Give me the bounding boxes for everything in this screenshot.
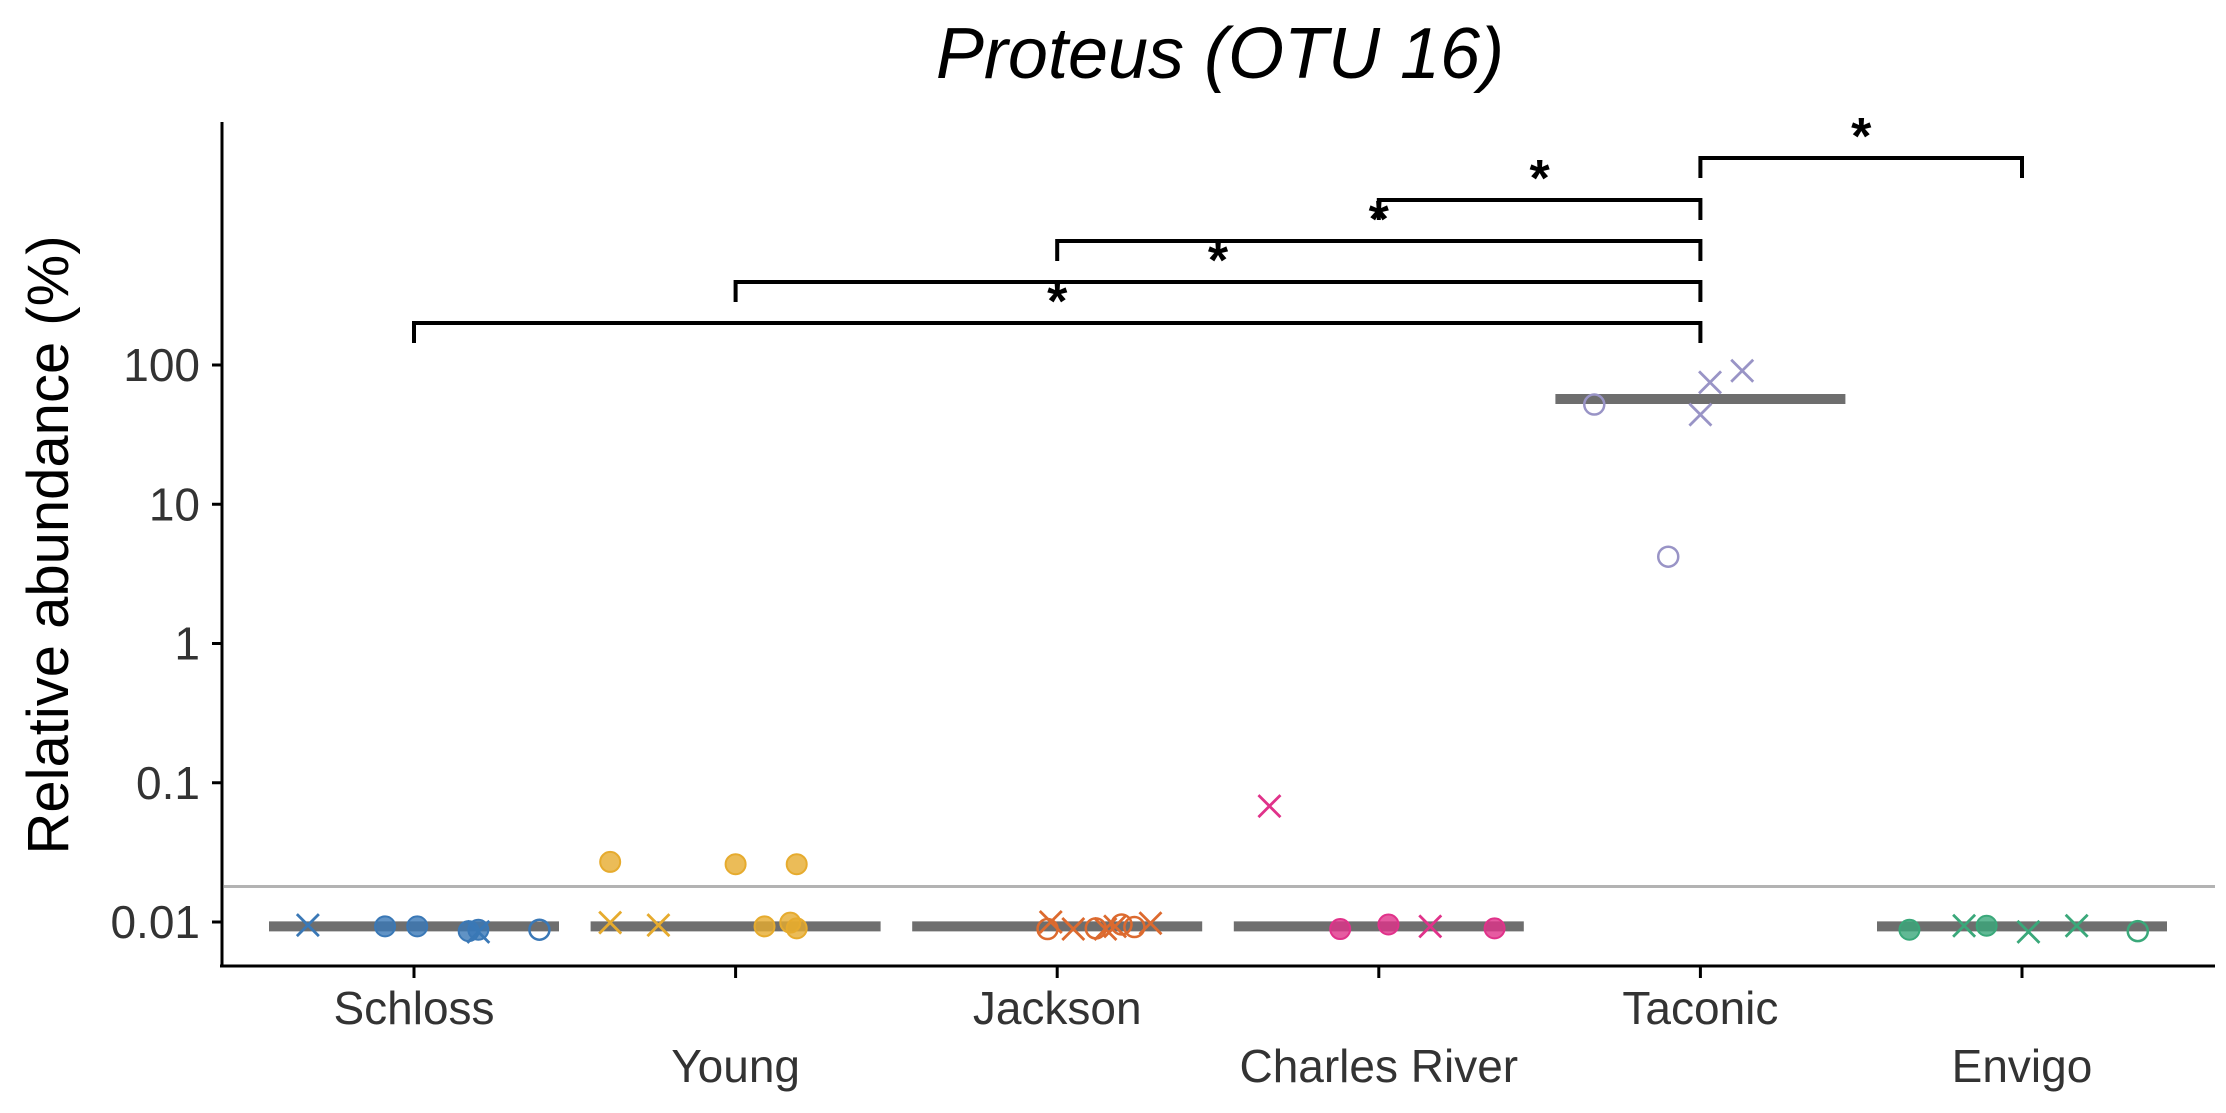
significance-bracket	[1698, 156, 2024, 178]
data-point	[1656, 545, 1680, 568]
data-point	[599, 850, 622, 873]
data-point	[406, 915, 429, 938]
data-point	[1583, 393, 1606, 416]
significance-bracket	[1055, 239, 1703, 261]
medians-layer	[269, 393, 2167, 932]
data-point	[1898, 918, 1921, 941]
data-point	[1418, 914, 1443, 939]
x-tick-label: Jackson	[973, 982, 1142, 1034]
significance-bracket	[733, 280, 1703, 302]
data-point	[528, 918, 551, 941]
x-tick-label: Taconic	[1622, 982, 1778, 1034]
data-point	[785, 853, 808, 876]
data-point	[2126, 919, 2150, 943]
data-point	[374, 915, 397, 938]
data-point	[598, 910, 623, 935]
data-point	[1038, 910, 1063, 934]
data-point	[467, 918, 490, 941]
data-point	[2064, 913, 2089, 938]
x-tick-label: Schloss	[333, 982, 494, 1034]
chart-title: Proteus (OTU 16)	[936, 14, 1504, 94]
data-point	[1123, 915, 1146, 939]
y-tick-label: 0.01	[110, 896, 200, 948]
data-point	[646, 913, 671, 938]
points-layer	[295, 358, 2150, 944]
x-tick-label: Charles River	[1239, 1040, 1518, 1092]
y-tick-label: 10	[149, 478, 200, 530]
y-tick-label: 100	[123, 339, 200, 391]
data-point	[1698, 370, 1723, 395]
data-point	[724, 853, 747, 876]
data-point	[753, 915, 776, 938]
data-point	[1377, 913, 1400, 936]
data-point	[1688, 402, 1713, 427]
data-point	[1329, 918, 1352, 941]
data-point	[1138, 911, 1163, 936]
y-tick-label: 0.1	[136, 757, 200, 809]
x-tick-label: Envigo	[1952, 1040, 2093, 1092]
data-point	[2016, 919, 2041, 944]
axes-layer	[220, 122, 2215, 968]
data-point	[1730, 358, 1755, 383]
ticks-layer: 0.01 0.1 1 10 100 Schloss Young Jackson Charles …	[110, 339, 2092, 1092]
significance-star: *	[1047, 273, 1068, 331]
data-point	[1110, 913, 1133, 936]
x-tick-label: Young	[671, 1040, 800, 1092]
data-point	[1483, 917, 1506, 940]
data-point	[295, 913, 320, 938]
y-tick-label: 1	[174, 618, 200, 670]
y-axis-label: Relative abundance (%)	[16, 235, 81, 854]
data-point	[1061, 917, 1086, 942]
data-point	[1975, 914, 1998, 937]
significance-bracket	[412, 321, 1703, 343]
data-point	[1952, 913, 1977, 938]
data-point	[785, 917, 808, 940]
significance-star: *	[1529, 150, 1550, 208]
significance-bracket	[1376, 198, 1703, 220]
significance-layer: *****	[412, 108, 2024, 343]
data-point	[1257, 794, 1282, 819]
significance-star: *	[1851, 108, 1872, 166]
significance-star: *	[1208, 232, 1229, 290]
